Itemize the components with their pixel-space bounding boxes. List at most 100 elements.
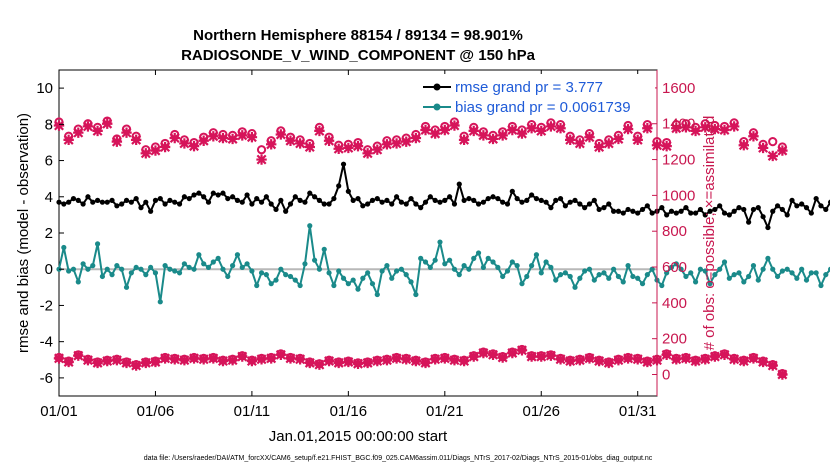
assimilated-obs-point — [728, 354, 740, 365]
rmse-point — [586, 201, 593, 207]
assimilated-obs-point — [468, 351, 479, 362]
bias-point — [591, 277, 597, 283]
bias-point — [784, 266, 790, 272]
rmse-point — [582, 205, 588, 211]
assimilated-obs-point — [642, 356, 653, 368]
bias-point — [789, 270, 795, 276]
rmse-point — [630, 208, 636, 214]
bias-point — [220, 266, 226, 272]
rmse-point — [258, 199, 265, 205]
bias-point — [717, 266, 723, 272]
assimilated-obs-point — [584, 131, 595, 143]
assimilated-obs-point — [516, 128, 528, 139]
bias-point — [509, 259, 515, 265]
assimilated-obs-point — [574, 354, 586, 366]
assimilated-obs-point — [92, 125, 103, 137]
assimilated-obs-point — [526, 123, 537, 134]
assimilated-obs-point — [73, 350, 84, 361]
rmse-point — [678, 208, 684, 214]
rmse-point — [422, 199, 429, 205]
assimilated-obs-point — [169, 354, 180, 365]
bias-point — [601, 270, 607, 276]
rmse-point — [152, 197, 159, 203]
legend-rmse-label: rmse grand pr = 3.777 — [455, 79, 603, 96]
bias-point — [726, 275, 732, 281]
rmse-point — [702, 212, 708, 218]
assimilated-obs-point — [429, 354, 441, 365]
bias-point — [779, 268, 785, 274]
rmse-point — [331, 195, 337, 202]
assimilated-obs-point — [767, 360, 778, 371]
assimilated-obs-point — [757, 142, 769, 154]
bias-point — [157, 299, 163, 305]
bias-point — [85, 266, 91, 272]
assimilated-obs-point — [468, 125, 479, 137]
assimilated-obs-point — [121, 357, 132, 369]
bias-point — [191, 266, 197, 272]
bias-point — [567, 273, 573, 280]
assimilated-obs-point — [323, 135, 335, 146]
rmse-point — [360, 203, 366, 209]
legend-bias-label: bias grand pr = 0.0061739 — [455, 99, 631, 116]
bias-point — [750, 263, 757, 269]
bias-point — [615, 273, 622, 280]
rmse-point — [176, 201, 183, 207]
assimilated-obs-point — [410, 355, 422, 367]
assimilated-obs-point — [439, 124, 451, 136]
assimilated-obs-point — [449, 120, 460, 131]
rmse-point — [451, 201, 458, 207]
rmse-point — [172, 199, 178, 205]
y-left-tick-label: 0 — [45, 261, 53, 278]
bias-point — [278, 266, 284, 272]
bias-point — [258, 270, 265, 276]
rmse-point — [389, 201, 395, 207]
bias-point — [673, 261, 679, 267]
bias-point — [741, 279, 747, 285]
rmse-point — [138, 205, 144, 211]
assimilated-obs-point — [526, 351, 537, 362]
rmse-point — [287, 201, 294, 207]
assimilated-obs-point — [603, 357, 614, 369]
bias-point — [504, 268, 511, 274]
rmse-point — [712, 206, 718, 213]
bias-point — [808, 270, 814, 276]
assimilated-obs-point — [449, 354, 460, 366]
assimilated-obs-point — [478, 347, 489, 359]
rmse-point — [818, 203, 824, 209]
bias-point — [365, 270, 371, 276]
rmse-point — [543, 199, 549, 205]
rmse-point — [123, 197, 130, 203]
y-right-tick-label: 200 — [662, 331, 687, 348]
assimilated-obs-point — [82, 354, 94, 366]
assimilated-obs-point — [622, 123, 634, 135]
rmse-point — [490, 194, 496, 200]
bias-point — [500, 273, 506, 280]
bias-point — [273, 277, 279, 283]
rmse-point — [196, 190, 202, 196]
rmse-point — [572, 197, 578, 203]
bias-point — [770, 266, 776, 272]
assimilated-obs-point — [343, 356, 354, 368]
bias-point — [731, 272, 737, 278]
assimilated-obs-point — [188, 353, 200, 364]
bias-point — [99, 273, 106, 280]
bias-point — [557, 272, 564, 278]
assimilated-obs-point — [63, 134, 74, 146]
bias-point — [697, 266, 704, 272]
rmse-point — [746, 219, 752, 225]
bias-point — [519, 281, 525, 287]
bias-point — [254, 282, 260, 289]
bias-point — [114, 263, 120, 269]
bias-point — [360, 275, 366, 281]
bias-point — [818, 282, 824, 289]
x-tick-label: 01/26 — [522, 403, 560, 420]
bias-point — [287, 273, 294, 280]
assimilated-obs-point — [497, 352, 508, 363]
chart-title-line2: RADIOSONDE_V_WIND_COMPONENT @ 150 hPa — [181, 47, 536, 64]
assimilated-obs-point — [343, 142, 354, 154]
rmse-point — [393, 194, 400, 200]
bias-point — [393, 268, 400, 274]
bias-point — [683, 273, 689, 280]
bias-point — [437, 239, 443, 245]
assimilated-obs-point — [256, 354, 267, 365]
